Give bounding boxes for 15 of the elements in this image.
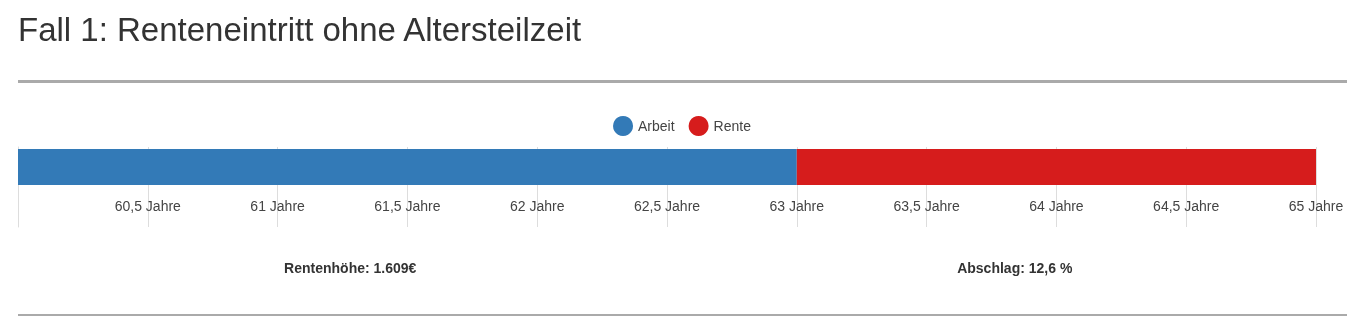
x-tick-label: 60,5 Jahre [114,198,182,214]
x-tick-label: 62 Jahre [509,198,565,214]
x-tick-label: 62,5 Jahre [633,198,701,214]
legend-label: Arbeit [638,118,675,134]
chart-title: Fall 1: Renteneintritt ohne Altersteilzeit [18,10,583,50]
x-tick-label: 64,5 Jahre [1153,198,1220,214]
x-tick-label: 63,5 Jahre [893,198,960,214]
legend-label: Rente [713,118,752,134]
x-tick-label: 61,5 Jahre [374,198,441,214]
x-tick-label: 61 Jahre [250,198,306,214]
text: Abschlag: 12,6 % [956,260,1074,276]
text: Rentenhöhe: 1.609€ [283,260,418,276]
x-tick-label: 63 Jahre [769,198,825,214]
x-tick-label: 64 Jahre [1029,198,1084,214]
x-tick-label: 65 Jahre [1288,198,1344,214]
